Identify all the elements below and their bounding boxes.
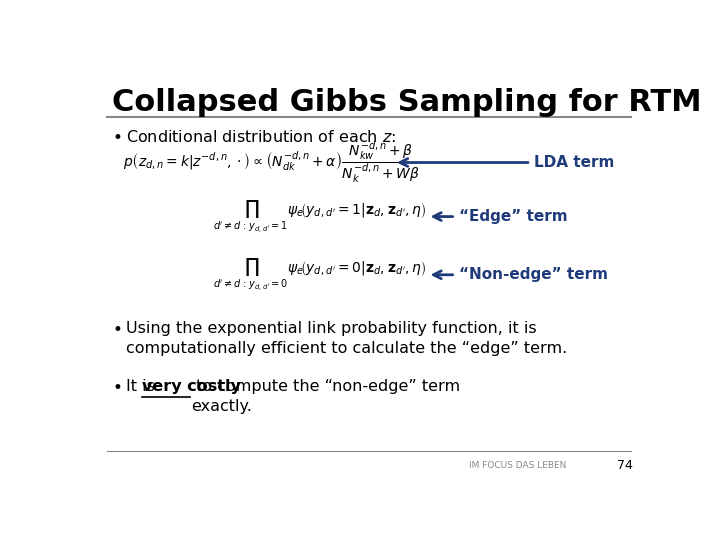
Text: Collapsed Gibbs Sampling for RTM: Collapsed Gibbs Sampling for RTM <box>112 87 702 117</box>
Text: IM FOCUS DAS LEBEN: IM FOCUS DAS LEBEN <box>469 461 567 470</box>
Text: “Edge” term: “Edge” term <box>459 209 568 224</box>
Text: It is: It is <box>126 379 161 394</box>
Text: to compute the “non-edge” term
exactly.: to compute the “non-edge” term exactly. <box>191 379 460 414</box>
Text: Conditional distribution of each $z$:: Conditional distribution of each $z$: <box>126 129 396 145</box>
Text: $p\left(z_{d,n} = k|z^{-d,n},\cdot\right) \propto \left(N_{dk}^{-d,n} + \alpha\r: $p\left(z_{d,n} = k|z^{-d,n},\cdot\right… <box>124 139 421 186</box>
Text: •: • <box>112 321 122 339</box>
Text: very costly: very costly <box>142 379 240 394</box>
Text: •: • <box>112 129 122 147</box>
Text: Using the exponential link probability function, it is
computationally efficient: Using the exponential link probability f… <box>126 321 567 356</box>
Text: $\prod_{d'\neq d:\, y_{d,d'}=0} \psi_e\!\left(y_{d,d'} = 0|\mathbf{z}_d, \mathbf: $\prod_{d'\neq d:\, y_{d,d'}=0} \psi_e\!… <box>213 256 426 293</box>
Text: •: • <box>112 379 122 397</box>
Text: $\prod_{d'\neq d:\, y_{d,d'}=1} \psi_e\!\left(y_{d,d'} = 1|\mathbf{z}_d, \mathbf: $\prod_{d'\neq d:\, y_{d,d'}=1} \psi_e\!… <box>213 199 426 235</box>
Text: “Non-edge” term: “Non-edge” term <box>459 267 608 282</box>
Text: LDA term: LDA term <box>534 155 614 170</box>
Text: 74: 74 <box>617 459 633 472</box>
